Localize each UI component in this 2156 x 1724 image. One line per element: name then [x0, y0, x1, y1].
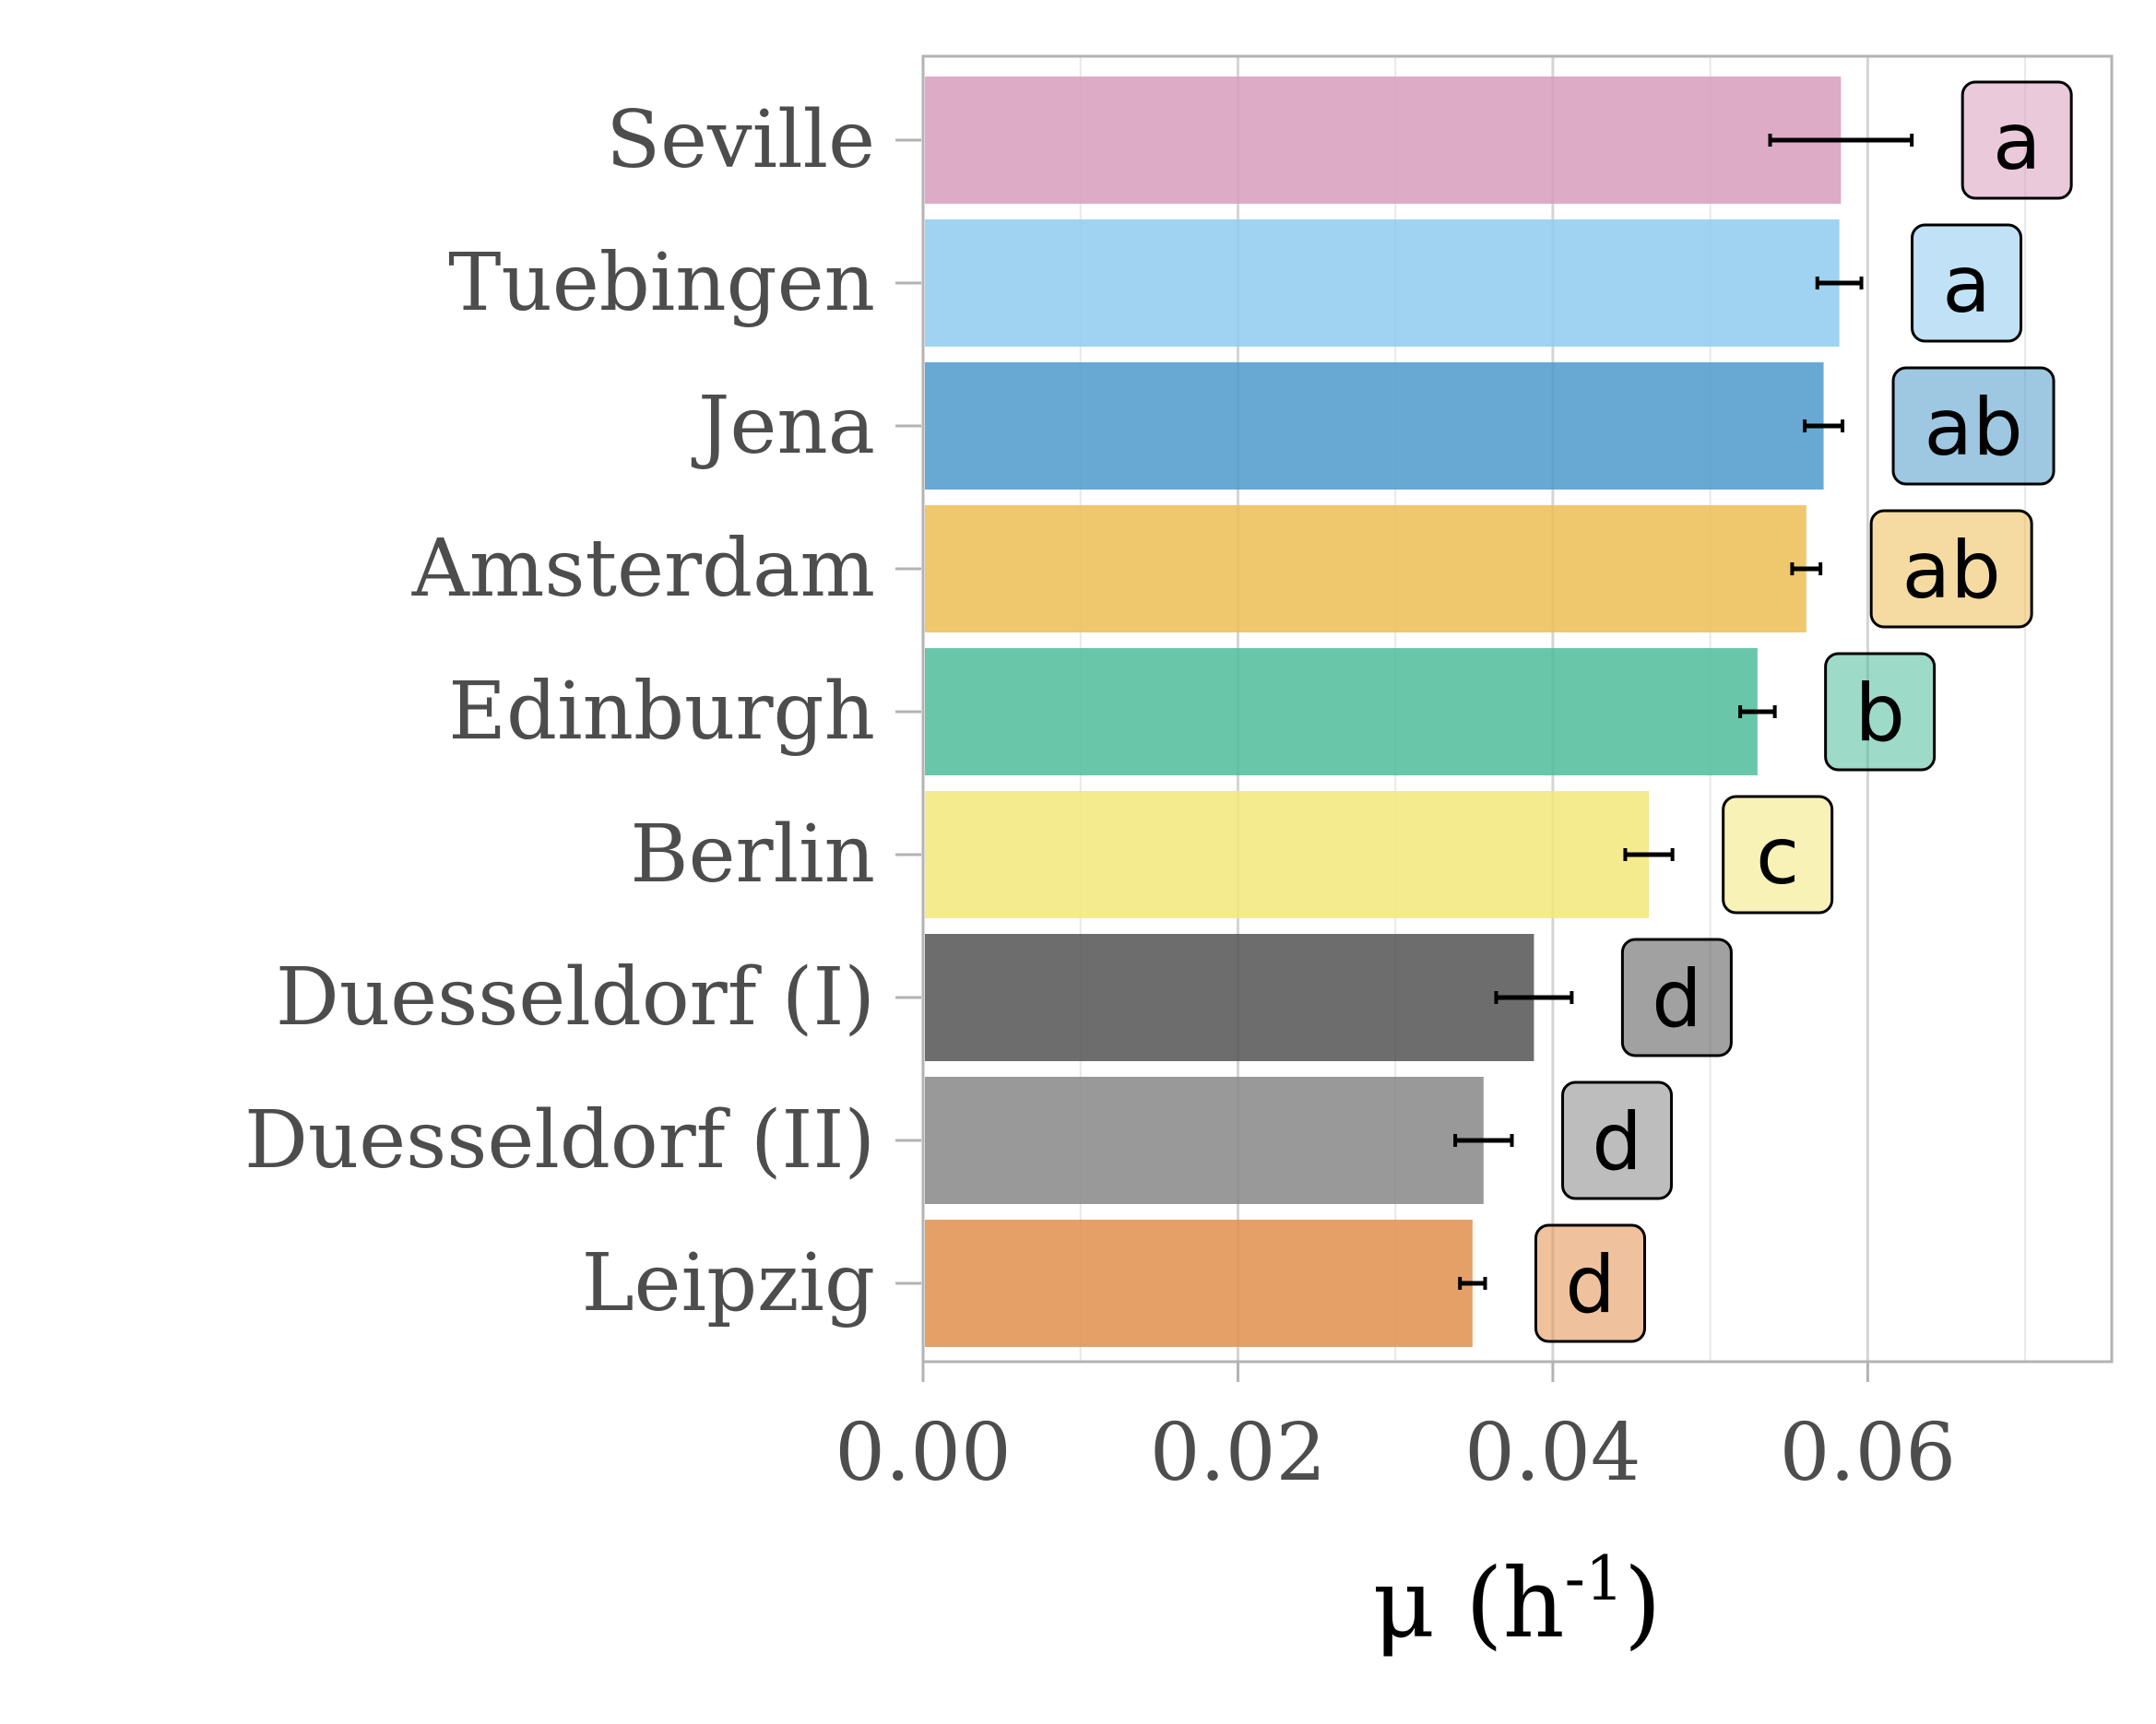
letter-label-6: d — [1652, 953, 1702, 1045]
y-tick-label-7: Duesseldorf (II) — [244, 1094, 875, 1187]
x-axis: 0.00 0.02 0.04 0.06 — [835, 1362, 1956, 1499]
letter-box-1 — [1911, 223, 2023, 343]
x-axis-title-close: ) — [1624, 1547, 1662, 1659]
x-tick-label-3: 0.06 — [1780, 1407, 1956, 1499]
letter-label-4: b — [1854, 667, 1905, 760]
letter-label-5: c — [1756, 810, 1799, 903]
bar-3 — [925, 505, 1807, 632]
bar-5 — [925, 791, 1650, 918]
bar-1 — [925, 219, 1840, 347]
error-bars — [1453, 134, 1914, 1290]
y-tick-label-3: Amsterdam — [411, 523, 875, 615]
letter-box-0 — [1961, 80, 2073, 200]
letter-label-1: a — [1942, 239, 1991, 331]
x-tick-label-2: 0.04 — [1464, 1407, 1641, 1499]
y-tick-label-2: Jena — [691, 380, 875, 472]
letter-box-3 — [1869, 509, 2033, 629]
letter-box-8 — [1534, 1223, 1647, 1343]
letter-label-0: a — [1993, 96, 2042, 188]
bars — [925, 77, 1842, 1347]
plot-frame — [921, 54, 2114, 1364]
letter-box-4 — [1824, 652, 1937, 772]
bar-0 — [925, 77, 1842, 204]
bar-7 — [925, 1077, 1484, 1204]
letter-box-7 — [1561, 1080, 1674, 1200]
bar-4 — [925, 648, 1758, 775]
letter-label-3: ab — [1902, 525, 2001, 617]
x-tick-label-1: 0.02 — [1150, 1407, 1326, 1499]
bar-8 — [925, 1220, 1473, 1347]
bar-6 — [925, 934, 1534, 1061]
y-tick-label-8: Leipzig — [582, 1237, 875, 1329]
y-tick-label-0: Seville — [606, 94, 875, 186]
y-tick-label-4: Edinburgh — [448, 666, 875, 758]
letter-label-7: d — [1592, 1096, 1642, 1188]
x-axis-title-main: μ (h — [1372, 1547, 1564, 1659]
letter-box-5 — [1722, 795, 1834, 915]
bar-2 — [925, 362, 1824, 490]
x-tick-label-0: 0.00 — [835, 1407, 1011, 1499]
x-axis-title: μ (h-1) — [1372, 1543, 1661, 1659]
y-tick-label-5: Berlin — [630, 809, 875, 901]
letter-label-2: ab — [1924, 382, 2022, 474]
letter-label-8: d — [1565, 1239, 1616, 1331]
x-axis-title-superscript: -1 — [1565, 1543, 1624, 1614]
letter-box-6 — [1620, 938, 1733, 1057]
y-tick-label-6: Duesseldorf (I) — [276, 951, 875, 1044]
letter-box-2 — [1891, 366, 2055, 486]
y-tick-label-1: Tuebingen — [448, 237, 875, 329]
y-axis: Seville Tuebingen Jena Amsterdam Edinburgh Be… — [244, 94, 921, 1329]
